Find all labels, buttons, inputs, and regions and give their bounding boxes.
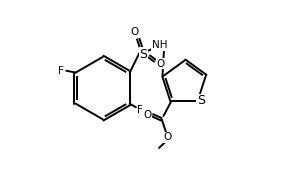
Text: F: F [58, 66, 64, 76]
Text: S: S [139, 48, 147, 61]
Text: F: F [137, 105, 143, 115]
Text: S: S [197, 94, 205, 107]
Text: NH: NH [152, 40, 168, 50]
Text: O: O [157, 59, 165, 69]
Text: O: O [143, 110, 152, 120]
Text: O: O [164, 132, 172, 142]
Text: O: O [131, 27, 139, 37]
